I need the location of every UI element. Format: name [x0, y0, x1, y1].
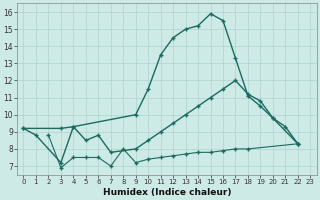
X-axis label: Humidex (Indice chaleur): Humidex (Indice chaleur)	[103, 188, 231, 197]
